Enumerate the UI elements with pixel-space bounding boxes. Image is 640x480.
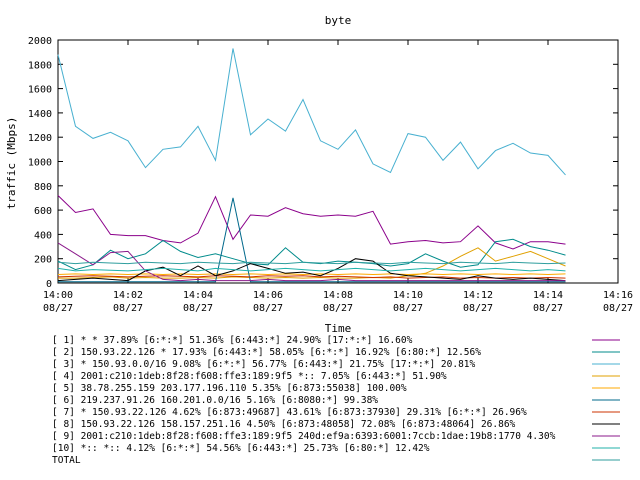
series-line-10 — [57, 267, 566, 272]
series-line-1 — [57, 195, 566, 250]
series-line-8 — [57, 258, 566, 282]
x-axis-label: Time — [325, 322, 352, 335]
y-tick-label: 400 — [34, 230, 52, 241]
series-line-3 — [57, 48, 566, 176]
x-tick-date: 08/27 — [323, 303, 353, 314]
x-tick-date: 08/27 — [113, 303, 143, 314]
x-tick-label: 14:10 — [393, 290, 423, 301]
x-tick-label: 14:14 — [533, 290, 563, 301]
x-tick-date: 08/27 — [253, 303, 283, 314]
legend: [ 1] * * 37.89% [6:*:*] 51.36% [6:443:*]… — [52, 335, 620, 466]
legend-label-1: [ 1] * * 37.89% [6:*:*] 51.36% [6:443:*]… — [52, 335, 413, 346]
y-tick-label: 1200 — [28, 133, 52, 144]
legend-label-3: [ 3] * 150.93.0.0/16 9.08% [6:*:*] 56.77… — [52, 359, 476, 370]
series-line-4 — [58, 247, 566, 279]
y-tick-label: 1000 — [28, 158, 52, 169]
legend-label-8: [ 8] 150.93.22.126 158.157.251.16 4.50% … — [52, 419, 516, 430]
x-tick-date: 08/27 — [603, 303, 633, 314]
legend-label-10: [10] *:: *:: 4.12% [6:*:*] 54.56% [6:443… — [52, 443, 430, 454]
series-line-7 — [57, 275, 566, 279]
x-tick-label: 14:06 — [253, 290, 283, 301]
y-axis-label: traffic (Mbps) — [5, 117, 18, 210]
series-line-2 — [57, 238, 566, 271]
y-tick-label: 600 — [34, 206, 52, 217]
x-tick-date: 08/27 — [463, 303, 493, 314]
series-line-11 — [57, 261, 566, 265]
y-tick-label: 1600 — [28, 85, 52, 96]
chart-title: byte — [325, 14, 352, 27]
legend-label-6: [ 6] 219.237.91.26 160.201.0.0/16 5.16% … — [52, 395, 378, 406]
y-tick-label: 0 — [46, 279, 52, 290]
series-line-9 — [57, 242, 566, 282]
y-tick-label: 1800 — [28, 60, 52, 71]
series-line-6 — [58, 197, 566, 283]
x-tick-date: 08/27 — [393, 303, 423, 314]
legend-label-9: [ 9] 2001:c210:1deb:8f28:f608:ffe3:189:9… — [52, 431, 556, 442]
x-tick-label: 14:02 — [113, 290, 143, 301]
plot-area: 0 200 400 600 800 1000 1200 1400 1600 1800 2000 14:… — [28, 36, 633, 314]
x-tick-date: 08/27 — [43, 303, 73, 314]
x-tick-label: 14:04 — [183, 290, 213, 301]
x-tick-label: 14:12 — [463, 290, 493, 301]
x-tick-date: 08/27 — [533, 303, 563, 314]
legend-label-2: [ 2] 150.93.22.126 * 17.93% [6:443:*] 58… — [52, 347, 481, 358]
y-tick-label: 800 — [34, 182, 52, 193]
x-tick-label: 14:00 — [43, 290, 73, 301]
x-tick-date: 08/27 — [183, 303, 213, 314]
legend-label-11: TOTAL — [52, 455, 81, 466]
x-tick-label: 14:08 — [323, 290, 353, 301]
legend-label-5: [ 5] 38.78.255.159 203.177.196.110 5.35%… — [52, 383, 407, 394]
y-tick-label: 2000 — [28, 36, 52, 47]
y-tick-label: 200 — [34, 255, 52, 266]
legend-label-7: [ 7] * 150.93.22.126 4.62% [6:873:49687]… — [52, 407, 527, 418]
y-tick-label: 1400 — [28, 109, 52, 120]
x-tick-label: 14:16 — [603, 290, 633, 301]
legend-label-4: [ 4] 2001:c210:1deb:8f28:f608:ffe3:189:9… — [52, 371, 447, 382]
